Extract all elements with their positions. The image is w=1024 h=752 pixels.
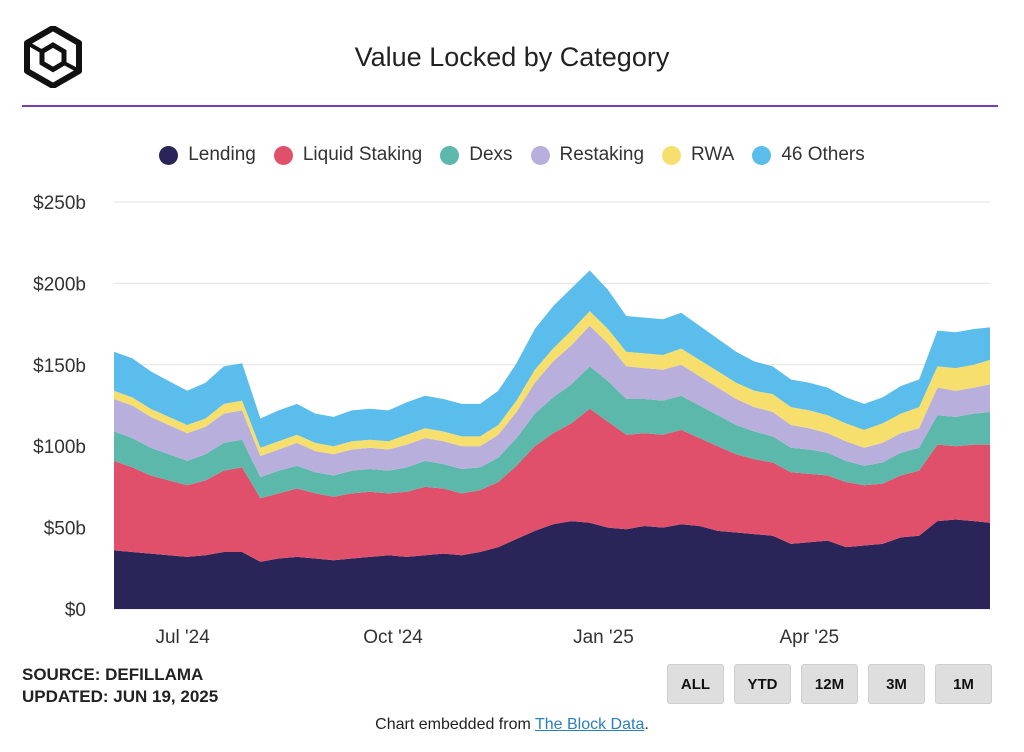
range-ytd-button[interactable]: YTD (734, 664, 791, 704)
source-info: SOURCE: DEFILLAMA UPDATED: JUN 19, 2025 (22, 664, 218, 708)
range-12m-button[interactable]: 12M (801, 664, 858, 704)
legend-swatch (752, 145, 772, 165)
legend-item-others[interactable]: 46 Others (752, 144, 865, 166)
legend-swatch (273, 145, 293, 165)
y-tick-label: $50b (44, 519, 86, 540)
area-dexs (114, 366, 990, 499)
embed-prefix: Chart embedded from (375, 716, 535, 733)
legend-item-restaking[interactable]: Restaking (530, 144, 645, 166)
source-text: SOURCE: DEFILLAMA (22, 665, 204, 684)
range-1m-button[interactable]: 1M (935, 664, 992, 704)
embed-suffix: . (644, 716, 649, 733)
x-tick-label: Apr '25 (780, 627, 840, 648)
updated-text: UPDATED: JUN 19, 2025 (22, 687, 219, 706)
legend-label: Liquid Staking (302, 144, 423, 165)
legend-label: Restaking (559, 144, 645, 165)
y-tick-label: $100b (33, 437, 86, 458)
range-all-button[interactable]: ALL (667, 664, 724, 704)
legend-label: 46 Others (781, 144, 865, 165)
legend-item-dexs[interactable]: Dexs (440, 144, 513, 166)
embed-note: Chart embedded from The Block Data. (0, 716, 1024, 734)
legend-label: Dexs (469, 144, 513, 165)
the-block-data-link[interactable]: The Block Data (534, 716, 645, 733)
legend-swatch (440, 145, 460, 165)
title-divider (22, 105, 998, 107)
legend-swatch (530, 145, 550, 165)
x-tick-label: Oct '24 (363, 627, 423, 648)
y-tick-label: $250b (33, 193, 86, 214)
legend-item-lending[interactable]: Lending (159, 144, 256, 166)
chart-legend: Lending Liquid Staking Dexs Restaking RW… (0, 144, 1024, 166)
y-tick-label: $150b (33, 356, 86, 377)
area-liquid-staking (114, 408, 990, 562)
x-tick-label: Jan '25 (573, 627, 634, 648)
chart-title: Value Locked by Category (354, 42, 670, 72)
legend-label: RWA (691, 144, 735, 165)
cube-logo-icon (24, 26, 82, 88)
legend-swatch (159, 145, 179, 165)
legend-item-rwa[interactable]: RWA (662, 144, 734, 166)
range-selector: ALL YTD 12M 3M 1M (667, 664, 992, 704)
y-tick-label: $0 (65, 600, 86, 621)
x-tick-label: Jul '24 (155, 627, 210, 648)
legend-swatch (662, 145, 682, 165)
legend-label: Lending (188, 144, 256, 165)
range-3m-button[interactable]: 3M (868, 664, 925, 704)
stacked-area-chart: $0 $50b $100b $150b $200b $250b Jul '24 Oct '24… (33, 193, 990, 648)
legend-item-liquid-staking[interactable]: Liquid Staking (273, 144, 423, 166)
y-tick-label: $200b (33, 274, 86, 295)
area-lending (114, 519, 990, 609)
